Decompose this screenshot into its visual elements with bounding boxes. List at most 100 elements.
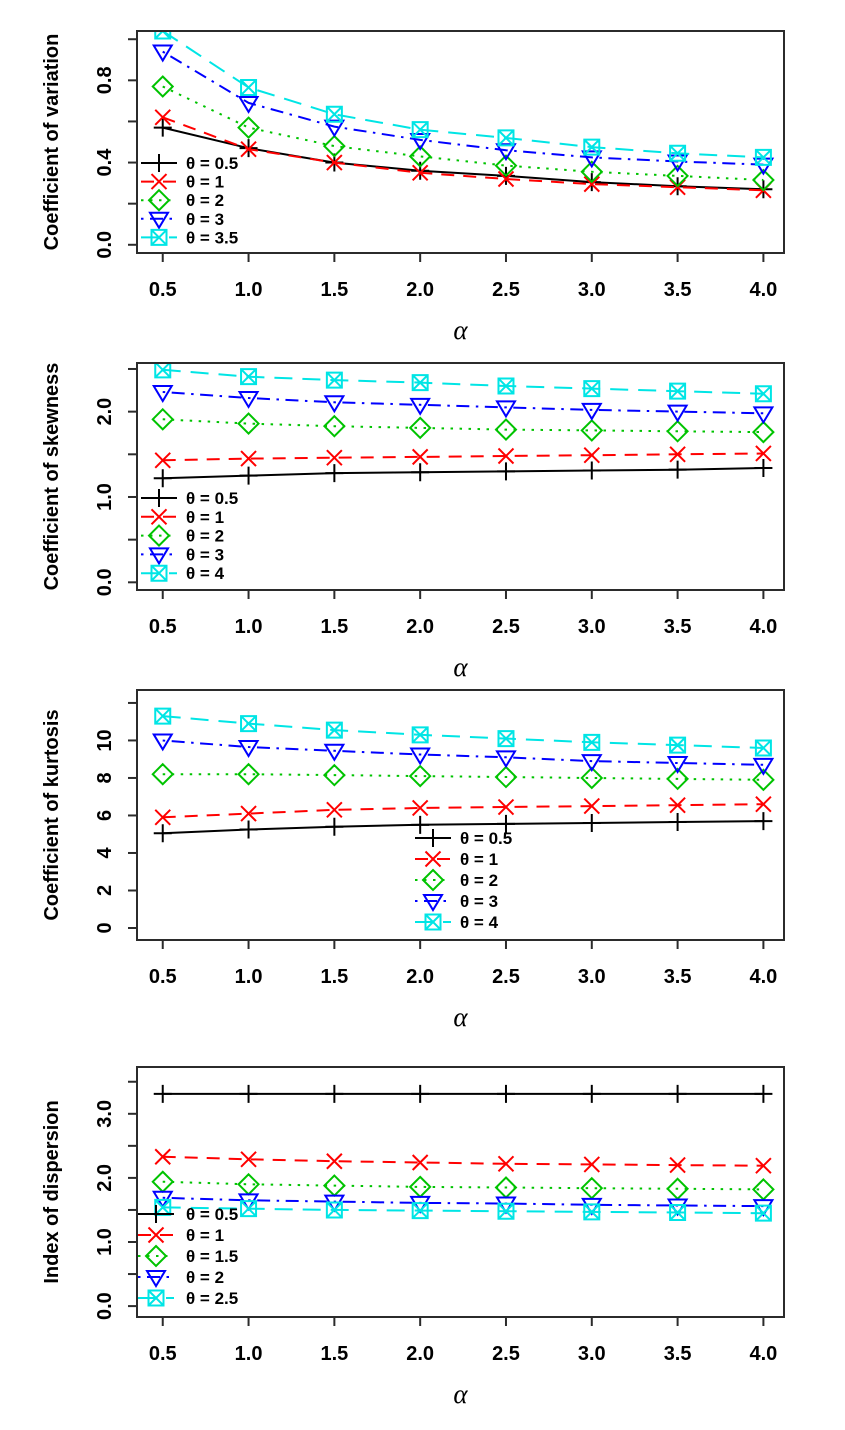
legend-label: θ = 2 — [186, 527, 224, 546]
x-tick-label: 3.0 — [578, 1343, 606, 1365]
series-line — [162, 1196, 764, 1208]
legend-label: θ = 1.5 — [186, 1247, 238, 1266]
legend-item: θ = 3 — [141, 210, 224, 230]
legend-item: θ = 1 — [138, 1226, 224, 1245]
legend-label: θ = 1 — [186, 1226, 224, 1245]
y-tick-label: 0 — [94, 922, 116, 933]
legend-item: θ = 2.5 — [138, 1289, 238, 1308]
legend-marker-cross-icon — [150, 508, 168, 526]
legend-marker-diamond-icon — [144, 1244, 168, 1268]
plot-coefficient-of-kurtosis: 0.5 1.0 1.5 2.0 2.5 3.0 3.5 4.0 α 0 2 4 6 8 10 Coeffici… — [41, 689, 785, 1032]
legend-item: θ = 1 — [415, 850, 498, 869]
legend-item: θ = 2 — [415, 868, 498, 892]
x-tick-label: 3.0 — [578, 279, 606, 301]
legend-item: θ = 0.5 — [141, 154, 238, 173]
series-line — [162, 418, 764, 434]
legend-label: θ = 3 — [186, 545, 224, 564]
x-tick-label: 2.5 — [492, 279, 520, 301]
legend-item: θ = 1 — [141, 173, 224, 192]
legend-label: θ = 4 — [460, 913, 499, 932]
x-tick-label: 2.5 — [492, 1343, 520, 1365]
x-axis-title: α — [453, 1002, 468, 1032]
y-tick-label: 2.0 — [94, 1164, 116, 1192]
x-tick-label: 4.0 — [749, 279, 777, 301]
y-tick-label: 0.8 — [94, 66, 116, 94]
x-tick-label: 2.5 — [492, 966, 520, 988]
series-line — [162, 126, 764, 191]
legend: θ = 0.5θ = 1θ = 2θ = 3θ = 4 — [141, 489, 238, 583]
legend: θ = 0.5θ = 1θ = 2θ = 3θ = 3.5 — [141, 154, 238, 247]
series-line — [162, 467, 764, 480]
series-line — [162, 31, 764, 159]
series-θ = 0.5 — [153, 812, 773, 843]
y-tick-label: 8 — [94, 772, 116, 783]
legend-marker-triangle-down-icon — [148, 547, 170, 566]
legend-marker-square-cross-icon — [150, 564, 168, 582]
x-tick-label: 3.5 — [664, 966, 692, 988]
series-group — [151, 1084, 775, 1222]
series-markers — [151, 44, 775, 176]
legend-marker-triangle-down-icon — [145, 1270, 167, 1288]
series-line — [162, 1155, 764, 1167]
y-tick-label: 0.0 — [94, 231, 116, 259]
legend-marker-square-cross-icon — [147, 1289, 165, 1307]
legend-item: θ = 0.5 — [415, 829, 512, 848]
legend-marker-square-cross-icon — [150, 228, 168, 246]
legend-marker-diamond-icon — [421, 868, 445, 892]
y-tick-label: 1.0 — [94, 483, 116, 511]
series-line — [162, 773, 764, 781]
legend-label: θ = 0.5 — [186, 489, 238, 508]
legend-marker-diamond-icon — [147, 188, 171, 212]
x-tick-label: 0.5 — [149, 1343, 177, 1365]
y-tick-label: 6 — [94, 810, 116, 821]
plot-box — [136, 362, 785, 591]
legend-marker-cross-icon — [147, 1226, 165, 1244]
x-tick-label: 2.5 — [492, 616, 520, 638]
series-group — [151, 707, 775, 843]
plot-box — [136, 1066, 785, 1318]
x-tick-label: 1.5 — [320, 966, 348, 988]
y-tick-label: 10 — [94, 729, 116, 751]
series-markers — [151, 75, 775, 192]
x-axis-title: α — [453, 1379, 468, 1409]
legend-item: θ = 2 — [138, 1268, 224, 1288]
legend: θ = 0.5θ = 1θ = 2θ = 3θ = 4 — [415, 829, 512, 932]
series-markers — [151, 385, 775, 425]
x-tick-label: 0.5 — [149, 616, 177, 638]
x-tick-label: 1.0 — [235, 966, 263, 988]
legend-label: θ = 2.5 — [186, 1289, 238, 1308]
series-θ = 1 — [154, 1148, 772, 1174]
plot-index-of-dispersion: 0.5 1.0 1.5 2.0 2.5 3.0 3.5 4.0 α 0.0 1.0 2.0 3.0 Ind… — [41, 1066, 785, 1409]
series-θ = 3 — [151, 44, 775, 176]
series-group — [151, 31, 775, 199]
y-axis: 0 2 4 6 8 10 Coefficient of kurtosis — [41, 701, 137, 934]
series-θ = 4 — [154, 707, 772, 757]
y-tick-label: 0.0 — [94, 1292, 116, 1320]
x-axis: 0.5 1.0 1.5 2.0 2.5 3.0 3.5 4.0 α — [149, 1317, 777, 1409]
legend-item: θ = 4 — [415, 913, 499, 932]
legend-item: θ = 2 — [141, 188, 224, 212]
legend-item: θ = 4 — [141, 564, 225, 583]
y-axis-title: Coefficient of kurtosis — [41, 709, 63, 920]
series-markers — [151, 733, 775, 776]
x-axis-title: α — [453, 315, 468, 345]
plot-coefficient-of-skewness: 0.5 1.0 1.5 2.0 2.5 3.0 3.5 4.0 α 0.0 1.0 2.0 Coeffi… — [41, 362, 785, 682]
x-axis: 0.5 1.0 1.5 2.0 2.5 3.0 3.5 4.0 α — [149, 590, 777, 682]
series-θ = 3.5 — [154, 31, 772, 166]
series-markers — [154, 1148, 772, 1174]
x-tick-label: 3.0 — [578, 616, 606, 638]
y-axis-title: Coefficient of variation — [41, 34, 63, 251]
legend-label: θ = 2 — [460, 871, 498, 890]
series-line — [162, 1206, 764, 1215]
x-tick-label: 3.5 — [664, 1343, 692, 1365]
series-θ = 1 — [154, 796, 772, 826]
legend-marker-triangle-down-icon — [422, 894, 444, 912]
legend-label: θ = 0.5 — [186, 1205, 238, 1224]
series-line — [162, 452, 764, 462]
series-line — [162, 50, 764, 166]
y-tick-label: 3.0 — [94, 1100, 116, 1128]
legend-marker-cross-icon — [424, 850, 442, 868]
series-line — [162, 368, 764, 395]
